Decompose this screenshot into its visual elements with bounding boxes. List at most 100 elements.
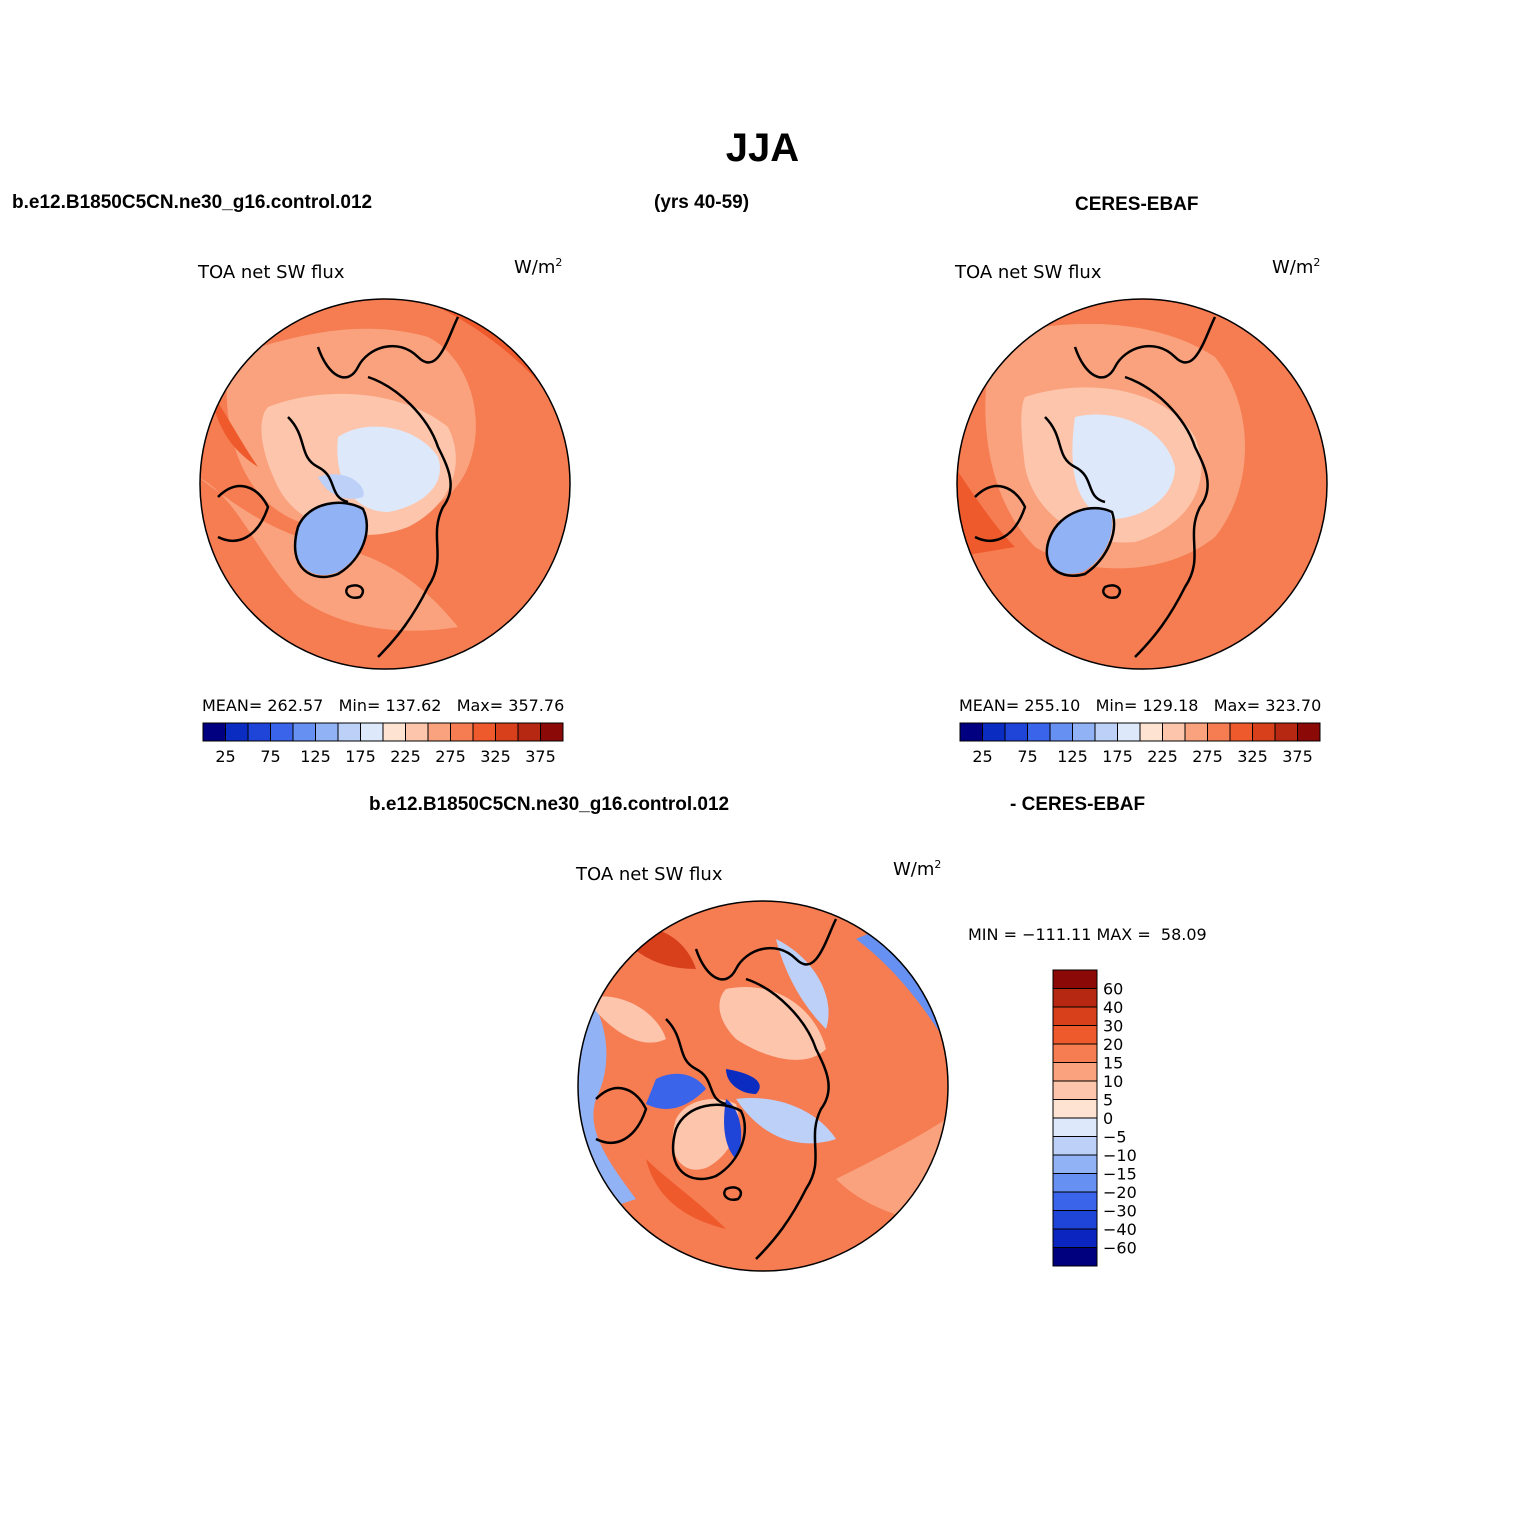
obs-colorbar-swatch [1162,722,1186,742]
diff-stats: MIN = −111.11 MAX = 58.09 [968,925,1207,944]
obs-colorbar-tick-label: 175 [1102,747,1133,766]
obs-colorbar-swatch [1049,722,1073,742]
model-colorbar-tick-label: 375 [525,747,556,766]
diff-colorbar-swatch [1052,1136,1098,1156]
obs-colorbar-tick-label: 75 [1017,747,1037,766]
diff-colorbar-tick-label: −30 [1103,1202,1137,1221]
model-colorbar-swatch [202,722,226,742]
obs-colorbar-swatch [1274,722,1298,742]
diff-polar-map [577,900,949,1272]
obs-colorbar-tick-label: 125 [1057,747,1088,766]
diff-colorbar-swatch [1052,1117,1098,1137]
model-colorbar-tick-label: 75 [260,747,280,766]
diff-colorbar-tick-label: 40 [1103,998,1123,1017]
obs-colorbar-swatch [1297,722,1321,742]
obs-colorbar-swatch [1139,722,1163,742]
obs-colorbar-swatch [1252,722,1276,742]
diff-colorbar-swatch [1052,1062,1098,1082]
diff-colorbar-tick-label: 0 [1103,1109,1113,1128]
case-name-label: b.e12.B1850C5CN.ne30_g16.control.012 [12,192,373,213]
diff-colorbar-swatch [1052,1173,1098,1193]
diff-colorbar-tick-label: −60 [1103,1239,1137,1258]
obs-colorbar-tick-label: 225 [1147,747,1178,766]
obs-colorbar-swatch [1004,722,1028,742]
model-variable-label: TOA net SW flux [198,262,345,283]
model-colorbar-swatch [247,722,271,742]
diff-colorbar-swatch [1052,1099,1098,1119]
obs-colorbar-swatch [1072,722,1096,742]
model-colorbar-tick-label: 325 [480,747,511,766]
model-colorbar-swatch [517,722,541,742]
obs-units-label: W/m2 [1272,256,1321,278]
diff-colorbar-tick-label: 15 [1103,1054,1123,1073]
diff-colorbar-swatch [1052,1080,1098,1100]
diff-case-name-label: b.e12.B1850C5CN.ne30_g16.control.012 [369,794,730,815]
model-colorbar-swatch [315,722,339,742]
diff-colorbar-swatch [1052,1006,1098,1026]
obs-colorbar-swatch [1184,722,1208,742]
obs-colorbar-swatch [1117,722,1141,742]
diff-colorbar-swatch [1052,1191,1098,1211]
diff-colorbar-swatch [1052,1154,1098,1174]
model-colorbar-tick-label: 25 [215,747,235,766]
obs-colorbar-swatch [1094,722,1118,742]
obs-variable-label: TOA net SW flux [955,262,1102,283]
diff-colorbar-swatch [1052,969,1098,989]
model-colorbar-swatch [427,722,451,742]
diff-colorbar-swatch [1052,1228,1098,1248]
model-colorbar-swatch [495,722,519,742]
diff-colorbar-swatch [1052,1210,1098,1230]
diff-colorbar-tick-label: 10 [1103,1072,1123,1091]
obs-colorbar-tick-label: 275 [1192,747,1223,766]
diff-units-label: W/m2 [893,858,942,880]
diff-obs-name-label: - CERES-EBAF [1010,794,1146,815]
obs-colorbar-tick-label: 325 [1237,747,1268,766]
model-colorbar-tick-label: 125 [300,747,331,766]
model-colorbar-swatch [472,722,496,742]
diff-colorbar-tick-label: −15 [1103,1165,1137,1184]
obs-colorbar-swatch [1229,722,1253,742]
diff-colorbar-tick-label: 5 [1103,1091,1113,1110]
model-colorbar-tick-label: 225 [390,747,421,766]
obs-colorbar-swatch [1027,722,1051,742]
diff-colorbar-swatch [1052,1247,1098,1267]
obs-polar-map [956,298,1328,670]
model-colorbar-tick-label: 175 [345,747,376,766]
model-colorbar-swatch [382,722,406,742]
diff-colorbar-tick-label: −20 [1103,1183,1137,1202]
obs-name-label: CERES-EBAF [1075,194,1199,215]
diff-colorbar-tick-label: 60 [1103,980,1123,999]
obs-colorbar-tick-label: 25 [972,747,992,766]
diff-colorbar-tick-label: −10 [1103,1146,1137,1165]
diff-colorbar-tick-label: −5 [1103,1128,1127,1147]
model-colorbar: 25 75 125 175 225 275 325 375 [202,722,564,766]
diff-colorbar-tick-label: 20 [1103,1035,1123,1054]
obs-stats: MEAN= 255.10 Min= 129.18 Max= 323.70 [959,696,1322,715]
obs-colorbar-swatch [982,722,1006,742]
diff-colorbar-swatch [1052,1043,1098,1063]
model-units-label: W/m2 [514,256,563,278]
model-colorbar-tick-label: 275 [435,747,466,766]
model-colorbar-swatch [337,722,361,742]
obs-colorbar-swatch [1207,722,1231,742]
obs-colorbar-swatch [959,722,983,742]
obs-colorbar-tick-label: 375 [1282,747,1313,766]
model-colorbar-swatch [270,722,294,742]
model-colorbar-swatch [450,722,474,742]
main-title: JJA [725,126,800,170]
diff-colorbar-swatch [1052,988,1098,1008]
model-colorbar-swatch [540,722,564,742]
model-colorbar-swatch [360,722,384,742]
model-colorbar-swatch [292,722,316,742]
model-polar-map [199,298,571,670]
diff-colorbar-tick-label: −40 [1103,1220,1137,1239]
diff-colorbar-swatch [1052,1025,1098,1045]
obs-colorbar: 25 75 125 175 225 275 325 375 [959,722,1321,766]
years-label: (yrs 40-59) [654,192,750,213]
diff-variable-label: TOA net SW flux [576,864,723,885]
model-colorbar-swatch [225,722,249,742]
model-colorbar-swatch [405,722,429,742]
diff-colorbar-tick-label: 30 [1103,1017,1123,1036]
model-stats: MEAN= 262.57 Min= 137.62 Max= 357.76 [202,696,565,715]
